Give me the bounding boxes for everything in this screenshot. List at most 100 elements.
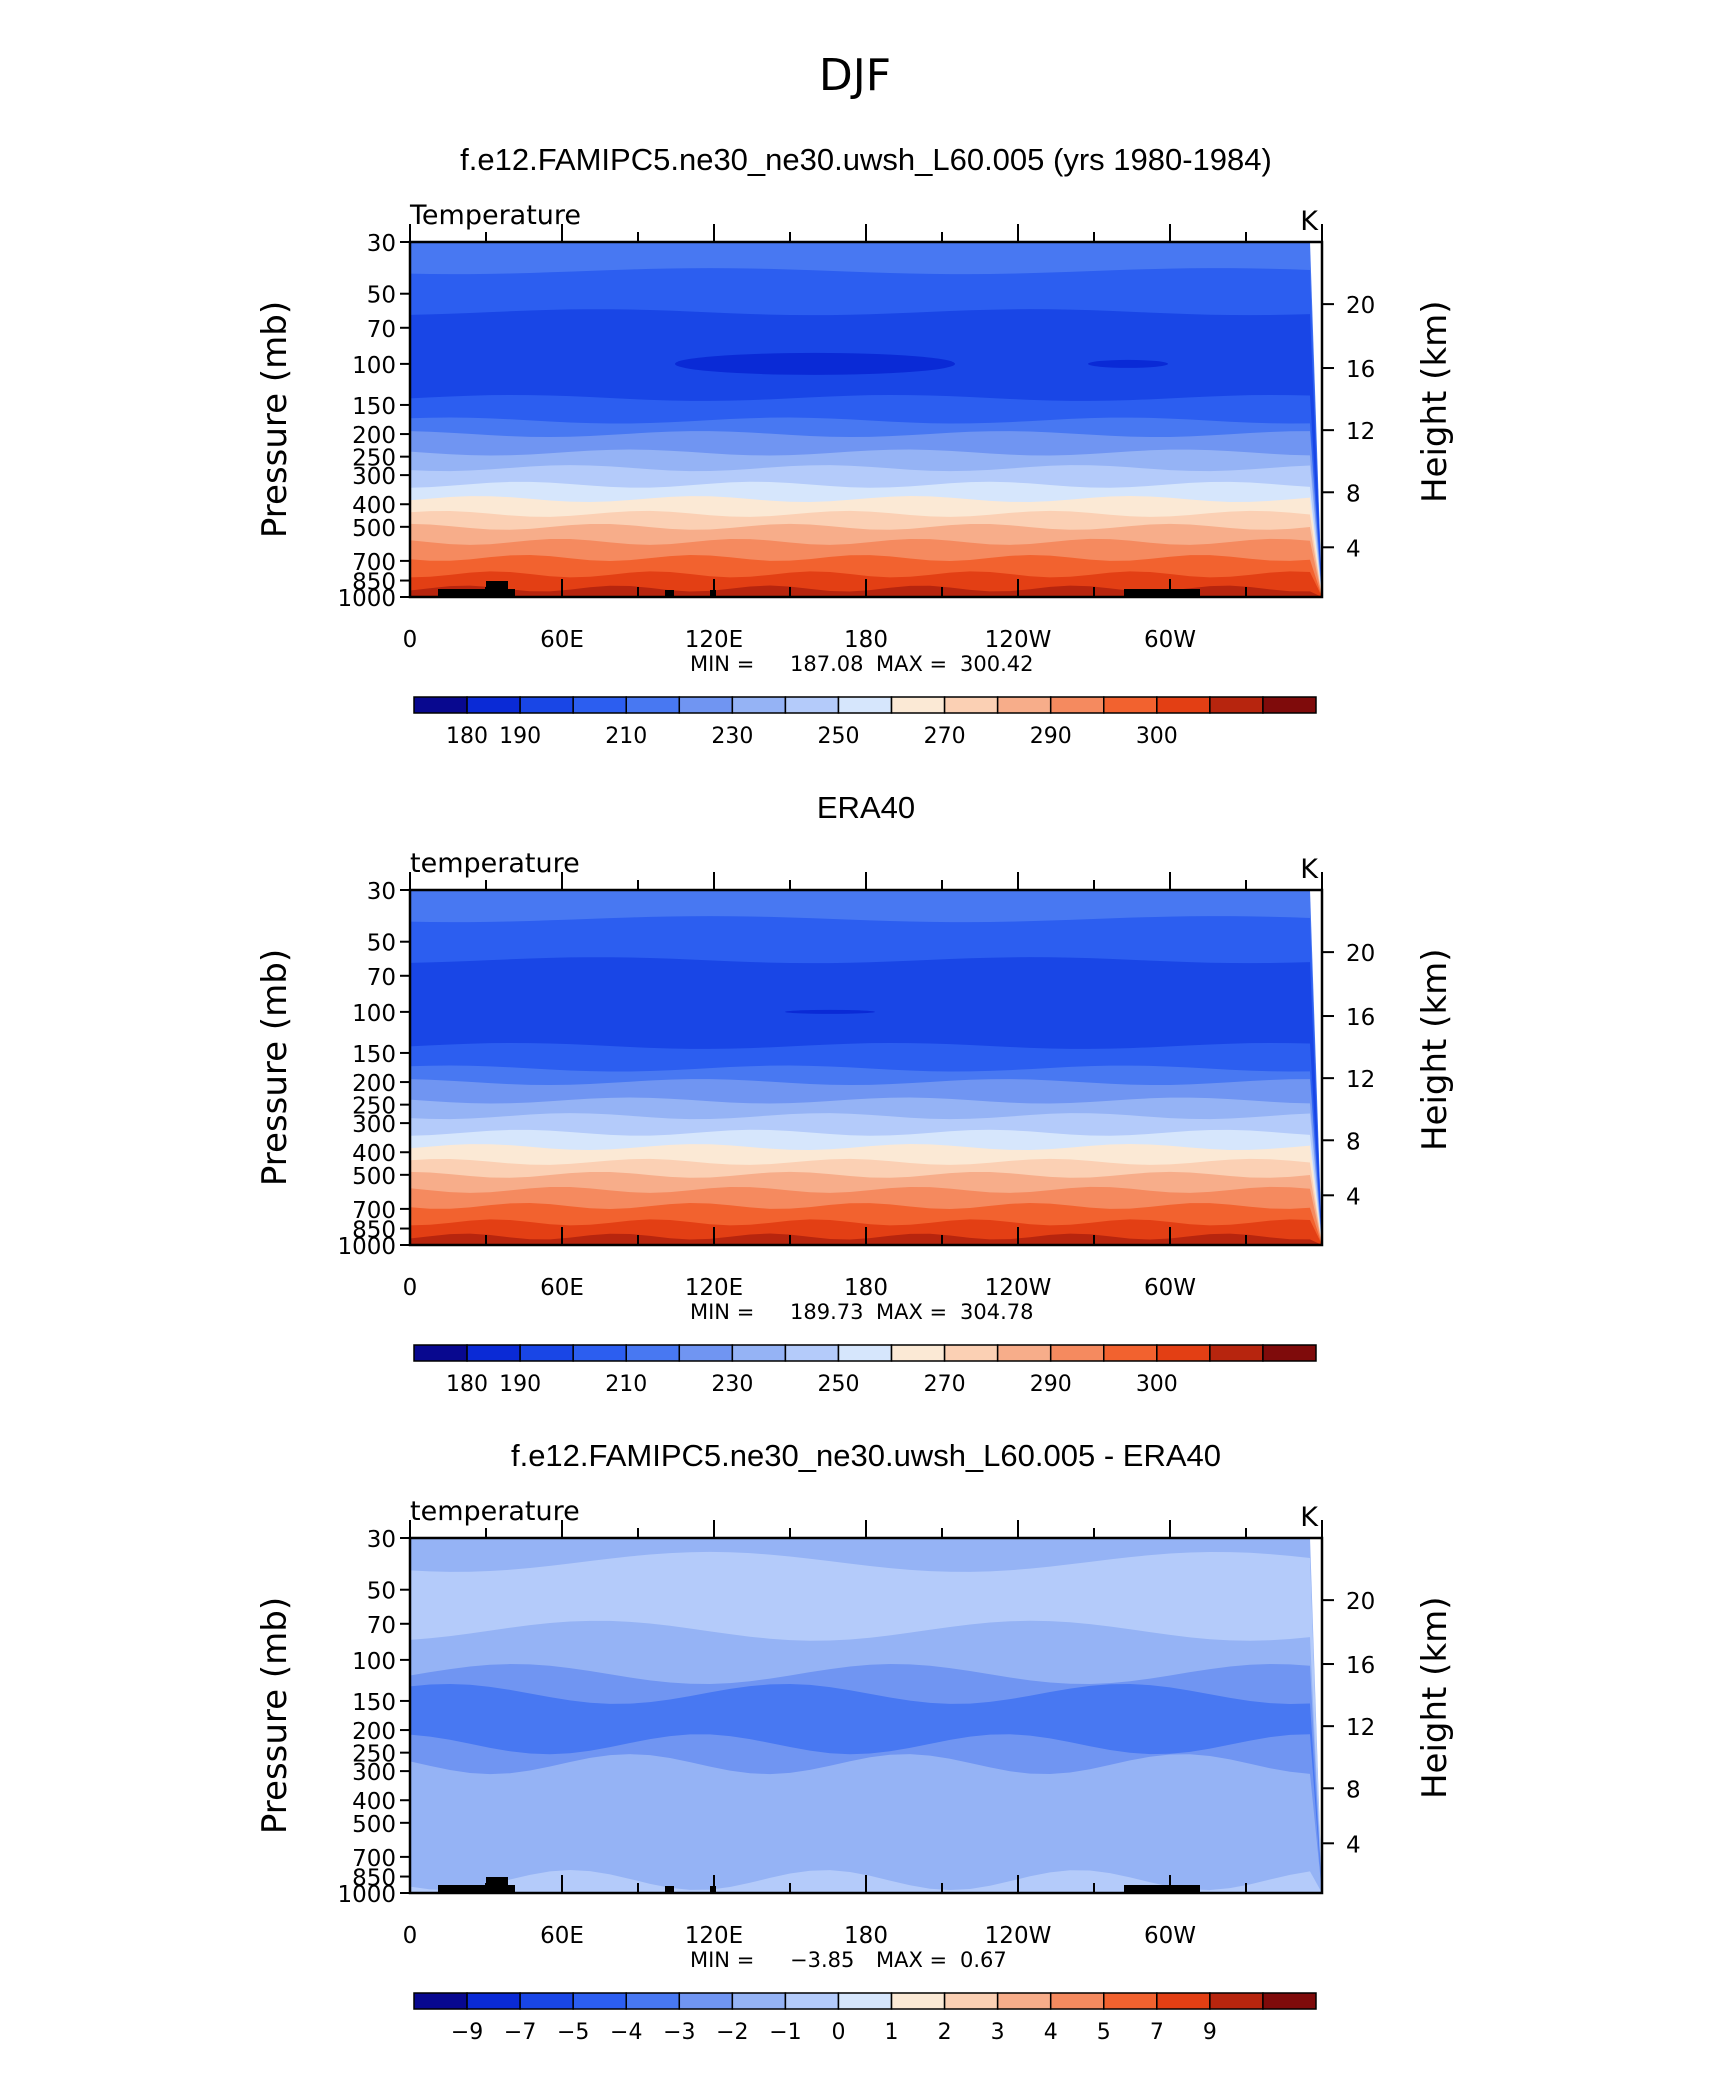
max-value: 304.78	[960, 1300, 1033, 1324]
y-tick-label: 1000	[337, 1234, 396, 1260]
land-mask	[665, 590, 674, 597]
land-mask	[1124, 1885, 1200, 1893]
y-tick-label: 30	[367, 1527, 396, 1553]
colorbar-box	[519, 696, 574, 714]
colorbar-box	[1049, 1992, 1105, 2010]
y-tick-label: 70	[367, 317, 396, 343]
colorbar-box	[1262, 696, 1317, 714]
colorbar-box	[1103, 1344, 1158, 1362]
colorbar-label: 290	[1030, 724, 1072, 749]
y-tick-label: 1000	[337, 1882, 396, 1908]
colorbar-box	[890, 1992, 946, 2010]
colorbar-label: 300	[1136, 1372, 1178, 1397]
units-label: K	[1300, 854, 1319, 885]
colorbar-label: 210	[605, 724, 647, 749]
colorbar-box	[1049, 1344, 1105, 1362]
page-title: DJF	[819, 50, 891, 101]
y-right-tick-label: 12	[1346, 1067, 1375, 1093]
max-label: MAX =	[876, 652, 947, 676]
colorbar-box	[572, 1344, 627, 1362]
y-tick-label: 700	[352, 550, 396, 576]
y-right-tick-label: 8	[1346, 1777, 1361, 1803]
y-right-tick-label: 4	[1346, 1184, 1361, 1210]
y-tick-label: 400	[352, 1789, 396, 1815]
colorbar-box	[943, 1992, 999, 2010]
max-value: 300.42	[960, 652, 1033, 676]
min-value: −3.85	[790, 1948, 854, 1972]
units-label: K	[1300, 1502, 1319, 1533]
panels: f.e12.FAMIPC5.ne30_ne30.uwsh_L60.005 (yr…	[255, 142, 1455, 2045]
plot-area	[410, 242, 1322, 597]
colorbar-box	[625, 1992, 681, 2010]
colorbar-box	[519, 1344, 574, 1362]
colorbar-box	[572, 696, 627, 714]
y-right-tick-label: 20	[1346, 941, 1375, 967]
colorbar-box	[678, 1344, 734, 1362]
max-value: 0.67	[960, 1948, 1007, 1972]
y-tick-label: 150	[352, 394, 396, 420]
colorbar-box	[678, 1992, 734, 2010]
y-right-tick-label: 8	[1346, 1129, 1361, 1155]
colorbar-box	[572, 1992, 627, 2010]
y-tick-label: 250	[352, 446, 396, 472]
colorbar-label: −3	[663, 2020, 695, 2045]
y-tick-label: 200	[352, 1071, 396, 1097]
colorbar-box	[837, 1992, 893, 2010]
colorbar-label: 230	[711, 724, 753, 749]
y-tick-label: 850	[352, 1866, 396, 1892]
colorbar-box	[466, 696, 521, 714]
colorbar-box	[996, 1992, 1052, 2010]
y-tick-label: 250	[352, 1094, 396, 1120]
y-tick-label: 300	[352, 1760, 396, 1786]
colorbar-box	[625, 696, 681, 714]
colorbar-label: 300	[1136, 724, 1178, 749]
colorbar-box	[837, 1344, 893, 1362]
y-tick-label: 50	[367, 931, 396, 957]
y-right-tick-label: 20	[1346, 293, 1375, 319]
x-tick-label: 120E	[685, 1923, 743, 1949]
colorbar-box	[731, 696, 787, 714]
y-tick-label: 700	[352, 1198, 396, 1224]
x-tick-label: 120W	[985, 1923, 1052, 1949]
colorbar-label: −5	[557, 2020, 589, 2045]
colorbar-label: 230	[711, 1372, 753, 1397]
panel-title: ERA40	[817, 790, 915, 825]
colorbar-label: 190	[499, 724, 541, 749]
y-tick-label: 300	[352, 1112, 396, 1138]
colorbar-box	[466, 1992, 521, 2010]
colorbar-box	[413, 1992, 468, 2010]
temperature-minimum	[1088, 359, 1168, 368]
colorbar-box	[1262, 1992, 1317, 2010]
colorbar-label: 210	[605, 1372, 647, 1397]
plot-area	[410, 890, 1322, 1245]
y-tick-label: 250	[352, 1742, 396, 1768]
colorbar-box	[1103, 696, 1158, 714]
colorbar-box	[731, 1992, 787, 2010]
variable-label: temperature	[410, 848, 580, 879]
x-tick-label: 60W	[1144, 1923, 1196, 1949]
y-tick-label: 850	[352, 1218, 396, 1244]
x-tick-label: 180	[844, 1275, 888, 1301]
y-axis-label: Pressure (mb)	[255, 1597, 295, 1834]
y-right-tick-label: 8	[1346, 481, 1361, 507]
min-label: MIN =	[690, 652, 754, 676]
colorbar-box	[784, 1992, 840, 2010]
colorbar-label: 190	[499, 1372, 541, 1397]
y-tick-label: 100	[352, 1649, 396, 1675]
colorbar-label: −1	[769, 2020, 801, 2045]
colorbar-label: 5	[1097, 2020, 1111, 2045]
colorbar-box	[466, 1344, 521, 1362]
y-right-tick-label: 16	[1346, 1653, 1375, 1679]
plot-area	[410, 1538, 1322, 1893]
panel-1: f.e12.FAMIPC5.ne30_ne30.uwsh_L60.005 (yr…	[255, 142, 1455, 749]
colorbar-box	[1156, 1344, 1211, 1362]
min-label: MIN =	[690, 1300, 754, 1324]
x-tick-label: 0	[403, 1923, 418, 1949]
colorbar-box	[890, 696, 946, 714]
temperature-minimum	[785, 1009, 875, 1014]
y-right-tick-label: 16	[1346, 1005, 1375, 1031]
colorbar-box	[1156, 1992, 1211, 2010]
max-label: MAX =	[876, 1948, 947, 1972]
